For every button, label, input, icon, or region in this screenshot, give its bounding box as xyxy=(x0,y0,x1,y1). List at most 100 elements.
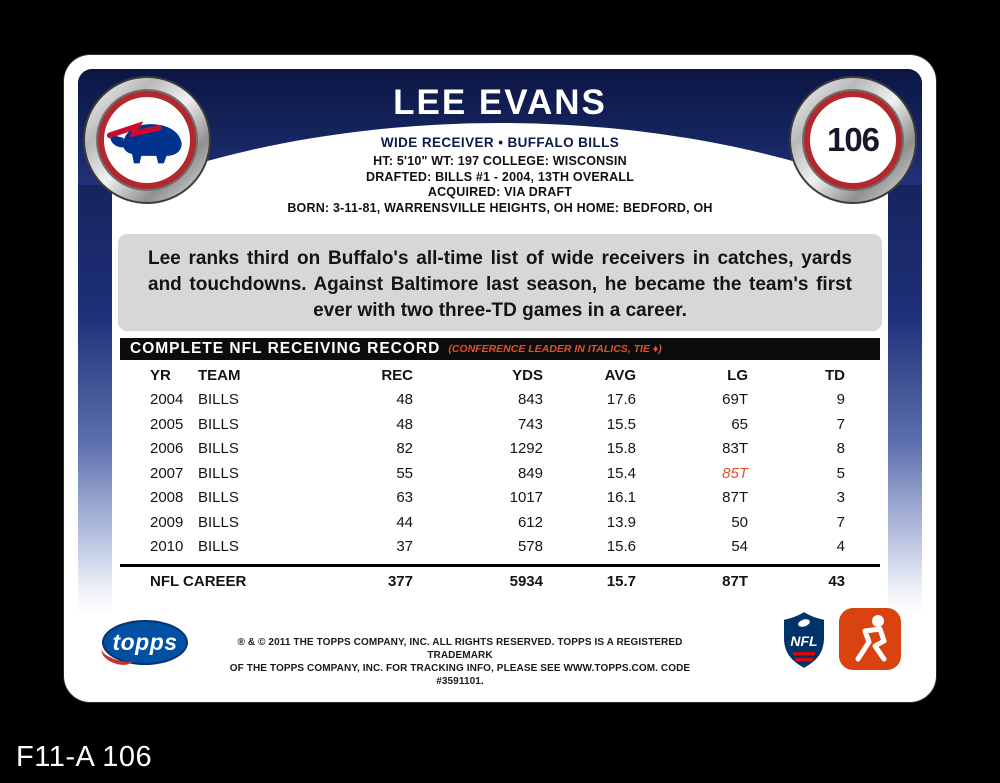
cell-rec: 48 xyxy=(396,415,413,433)
col-avg: AVG xyxy=(604,366,636,384)
table-row: 2005 BILLS 48 743 15.5 65 7 xyxy=(120,412,880,437)
cell-yr: 2009 xyxy=(150,513,184,531)
col-yr: YR xyxy=(150,366,171,384)
career-totals-row: NFL CAREER 377 5934 15.7 87T 43 xyxy=(120,564,880,596)
cell-rec: 44 xyxy=(396,513,413,531)
bio-line-drafted: DRAFTED: BILLS #1 - 2004, 13TH OVERALL xyxy=(365,169,635,184)
left-side-gradient xyxy=(78,185,112,615)
copyright-line-2: OF THE TOPPS COMPANY, INC. FOR TRACKING … xyxy=(229,663,691,687)
nfl-shield-icon: NFL xyxy=(782,610,826,670)
cell-team: BILLS xyxy=(198,440,239,458)
cell-td: 9 xyxy=(836,391,845,409)
cell-avg: 13.9 xyxy=(606,513,636,531)
table-row: 2010 BILLS 37 578 15.6 54 4 xyxy=(120,535,880,560)
career-label: NFL CAREER xyxy=(150,573,247,590)
cell-td: 4 xyxy=(836,538,845,556)
card-number: 106 xyxy=(826,121,880,158)
cell-lg: 69T xyxy=(722,391,748,409)
card-number-medallion: 106 xyxy=(789,76,917,204)
cell-yr: 2010 xyxy=(150,538,184,556)
copyright-line-1: ® & © 2011 THE TOPPS COMPANY, INC. ALL R… xyxy=(237,637,683,661)
right-side-gradient xyxy=(888,185,922,615)
bio-line-born: BORN: 3-11-81, WARRENSVILLE HEIGHTS, OH … xyxy=(287,200,713,215)
cell-yr: 2006 xyxy=(150,440,184,458)
stats-header-bar: COMPLETE NFL RECEIVING RECORD (CONFERENC… xyxy=(120,338,880,360)
player-name: LEE EVANS xyxy=(393,83,607,122)
cell-team: BILLS xyxy=(198,513,239,531)
cell-yds: 578 xyxy=(517,538,543,556)
team-logo-medallion xyxy=(83,76,211,204)
cell-yds: 743 xyxy=(517,415,543,433)
cell-rec: 37 xyxy=(396,538,413,556)
cell-lg: 50 xyxy=(731,513,748,531)
cell-avg: 16.1 xyxy=(606,489,636,507)
table-row: 2004 BILLS 48 843 17.6 69T 9 xyxy=(120,388,880,413)
cell-avg: 15.6 xyxy=(606,538,636,556)
col-lg: LG xyxy=(727,366,748,384)
col-rec: REC xyxy=(381,366,413,384)
cell-yr: 2004 xyxy=(150,391,184,409)
table-row: 2007 BILLS 55 849 15.4 85T 5 xyxy=(120,461,880,486)
career-lg: 87T xyxy=(722,573,748,590)
topps-logo-text: topps xyxy=(112,629,178,655)
topps-logo: topps xyxy=(102,620,188,665)
career-avg: 15.7 xyxy=(606,573,636,590)
cell-td: 7 xyxy=(836,513,845,531)
cell-team: BILLS xyxy=(198,464,239,482)
stats-note: (CONFERENCE LEADER IN ITALICS, TIE ♦) xyxy=(448,343,662,355)
cell-rec: 63 xyxy=(396,489,413,507)
col-team: TEAM xyxy=(198,366,241,384)
cell-team: BILLS xyxy=(198,391,239,409)
cell-lg: 54 xyxy=(731,538,748,556)
cell-lg: 87T xyxy=(722,489,748,507)
cell-yds: 843 xyxy=(517,391,543,409)
cell-lg-conference-leader: 85T xyxy=(722,464,748,482)
career-td: 43 xyxy=(828,573,845,590)
cell-avg: 15.4 xyxy=(606,464,636,482)
cell-lg: 83T xyxy=(722,440,748,458)
cell-yr: 2007 xyxy=(150,464,184,482)
nfl-players-logo-icon xyxy=(839,608,901,670)
table-row: 2006 BILLS 82 1292 15.8 83T 8 xyxy=(120,437,880,462)
position-team: WIDE RECEIVER • BUFFALO BILLS xyxy=(380,135,620,150)
col-td: TD xyxy=(825,366,845,384)
stats-table: YR TEAM REC YDS AVG LG TD 2004 BILLS 48 … xyxy=(120,363,880,596)
cell-team: BILLS xyxy=(198,489,239,507)
white-dome-background xyxy=(78,123,922,688)
cell-td: 7 xyxy=(836,415,845,433)
cell-team: BILLS xyxy=(198,415,239,433)
player-bio: HT: 5'10" WT: 197 COLLEGE: WISCONSIN DRA… xyxy=(198,154,802,216)
cell-rec: 48 xyxy=(396,391,413,409)
cell-rec: 55 xyxy=(396,464,413,482)
table-header-row: YR TEAM REC YDS AVG LG TD xyxy=(120,363,880,388)
table-row: 2009 BILLS 44 612 13.9 50 7 xyxy=(120,510,880,535)
career-rec: 377 xyxy=(387,573,413,590)
stats-title: COMPLETE NFL RECEIVING RECORD xyxy=(130,340,441,357)
cell-lg: 65 xyxy=(731,415,748,433)
bio-line-acquired: ACQUIRED: VIA DRAFT xyxy=(427,185,573,199)
bio-line-height-weight: HT: 5'10" WT: 197 COLLEGE: WISCONSIN xyxy=(373,154,627,168)
cell-avg: 17.6 xyxy=(606,391,636,409)
col-yds: YDS xyxy=(512,366,543,384)
bills-logo-icon xyxy=(106,121,182,164)
frame-label: F11-A 106 xyxy=(16,741,153,773)
svg-text:NFL: NFL xyxy=(790,633,817,649)
trading-card-back: LEE EVANS WIDE RECEIVER • BUFFALO BILLS … xyxy=(64,55,936,702)
cell-yds: 1017 xyxy=(509,489,543,507)
cell-yr: 2008 xyxy=(150,489,184,507)
cell-team: BILLS xyxy=(198,538,239,556)
table-row: 2008 BILLS 63 1017 16.1 87T 3 xyxy=(120,486,880,511)
cell-yds: 849 xyxy=(517,464,543,482)
cell-avg: 15.8 xyxy=(606,440,636,458)
cell-yr: 2005 xyxy=(150,415,184,433)
cell-avg: 15.5 xyxy=(606,415,636,433)
career-yds: 5934 xyxy=(509,573,543,590)
card-number-ring: 106 xyxy=(804,91,902,189)
team-logo-ring xyxy=(98,91,196,189)
cell-td: 8 xyxy=(836,440,845,458)
player-blurb: Lee ranks third on Buffalo's all-time li… xyxy=(118,234,882,331)
copyright-text: ® & © 2011 THE TOPPS COMPANY, INC. ALL R… xyxy=(208,636,712,688)
cell-td: 5 xyxy=(836,464,845,482)
card-design: LEE EVANS WIDE RECEIVER • BUFFALO BILLS … xyxy=(78,69,922,688)
cell-yds: 1292 xyxy=(509,440,543,458)
